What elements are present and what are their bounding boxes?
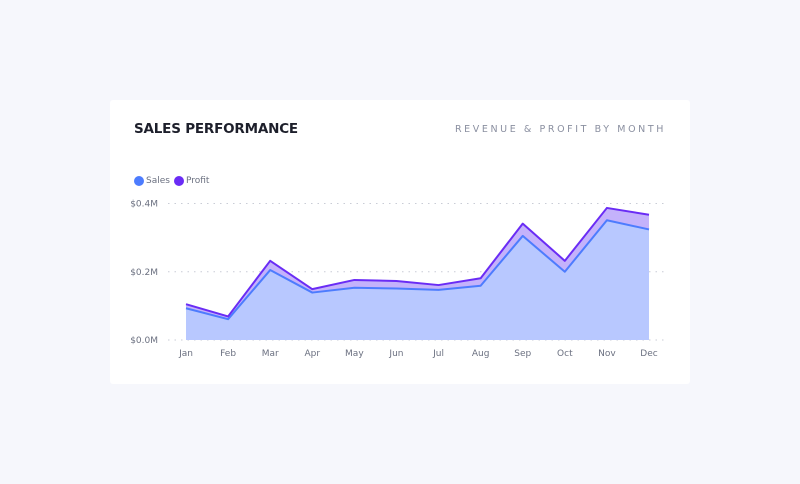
x-tick-label: Mar xyxy=(262,349,279,359)
line-profit xyxy=(185,206,650,318)
y-tick-label: $0.4M xyxy=(130,200,158,210)
legend-swatch-sales xyxy=(134,176,144,186)
line-sales xyxy=(185,219,650,321)
x-tick-label: Jan xyxy=(178,349,193,359)
area-sales xyxy=(186,220,649,340)
x-tick-label: Sep xyxy=(514,349,531,359)
x-tick-label: Jul xyxy=(432,349,444,359)
area-profit xyxy=(186,207,649,320)
y-tick-label: $0.0M xyxy=(130,336,158,346)
x-tick-label: Jun xyxy=(388,349,403,359)
x-tick-label: Oct xyxy=(557,349,573,359)
x-tick-label: Apr xyxy=(304,349,320,359)
legend-swatch-profit xyxy=(173,176,184,186)
chart-title: SALES PERFORMANCE xyxy=(134,121,298,137)
legend-item-sales[interactable]: Sales xyxy=(134,176,170,186)
legend: Sales Profit xyxy=(134,176,209,186)
x-tick-label: Nov xyxy=(598,349,616,359)
x-tick-label: May xyxy=(345,349,364,359)
x-tick-label: Feb xyxy=(220,349,236,359)
chart-subtitle: REVENUE & PROFIT BY MONTH xyxy=(454,124,666,135)
x-tick-label: Dec xyxy=(640,349,657,359)
legend-label-profit: Profit xyxy=(185,176,210,186)
legend-item-profit[interactable]: Profit xyxy=(173,176,210,186)
y-tick-label: $0.2M xyxy=(130,268,158,278)
legend-label-sales: Sales xyxy=(146,176,170,186)
x-tick-label: Aug xyxy=(472,349,490,359)
